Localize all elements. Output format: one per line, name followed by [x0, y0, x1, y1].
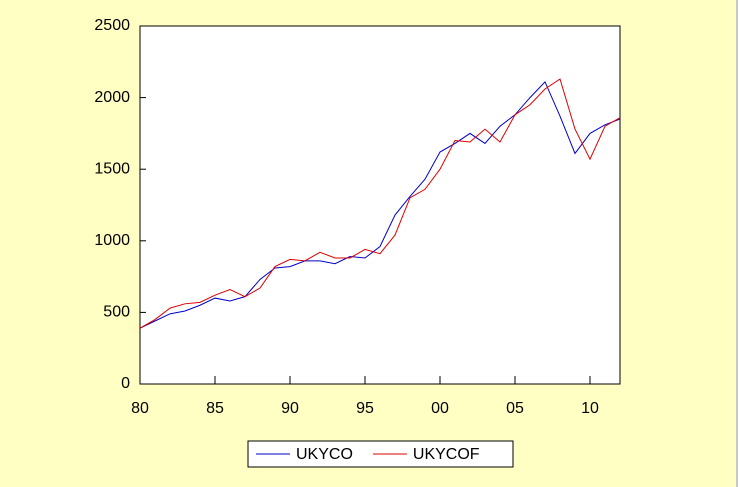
x-tick-label: 90 [281, 400, 299, 417]
plot-area [139, 25, 621, 385]
y-tick-label: 500 [103, 304, 130, 321]
legend-label: UKYCOF [413, 446, 480, 463]
y-tick-label: 0 [121, 375, 130, 392]
x-tick-label: 10 [581, 400, 599, 417]
y-tick-label: 2000 [94, 89, 130, 106]
line-series [139, 80, 621, 329]
x-tick-label: 05 [506, 400, 524, 417]
x-tick-label: 80 [131, 400, 149, 417]
y-tick-label: 1000 [94, 232, 130, 249]
y-tick-label: 1500 [94, 160, 130, 177]
x-tick-label: 95 [356, 400, 374, 417]
legend-label: UKYCO [296, 446, 353, 463]
y-tick-label: 2500 [94, 17, 130, 34]
legend: UKYCO UKYCOF [247, 440, 514, 468]
x-tick-label: 00 [431, 400, 449, 417]
x-tick-label: 85 [206, 400, 224, 417]
line-series [139, 78, 621, 329]
